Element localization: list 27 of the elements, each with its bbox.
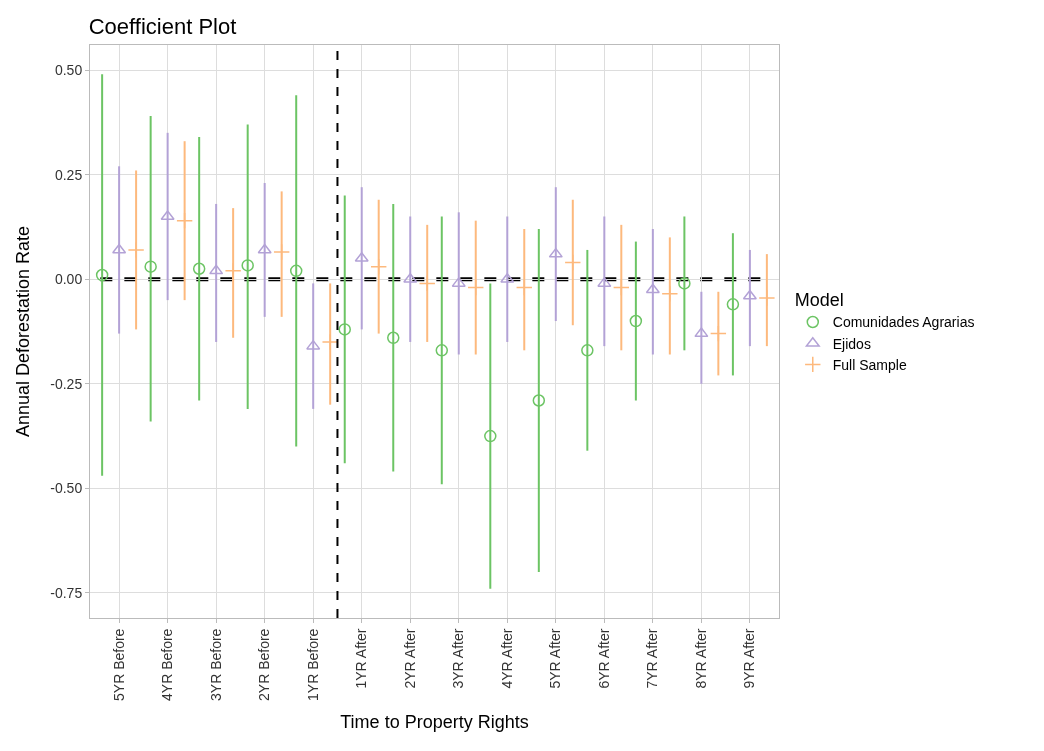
legend-label: Full Sample [832,356,907,373]
x-axis-title: Time to Property Rights [340,712,529,733]
x-tick-label: 1YR After [353,628,370,689]
y-axis-title: Annual Deforestation Rate [13,225,34,438]
legend-title: Model [794,290,844,311]
x-tick-label: 3YR Before [207,628,224,701]
x-tick-label: 2YR After [401,628,418,689]
x-tick-label: 8YR After [692,628,709,689]
x-tick-label: 3YR After [450,628,467,689]
x-tick-label: 1YR Before [304,628,321,701]
x-tick-label: 4YR Before [159,628,176,701]
x-tick-label: 9YR After [741,628,758,689]
y-tick-label: -0.50 [50,480,83,497]
x-tick-label: 2YR Before [256,628,273,701]
y-tick-label: -0.25 [50,375,83,392]
y-tick-label: 0.00 [54,271,83,288]
y-tick-label: -0.75 [50,584,83,601]
x-tick-label: 5YR Before [110,628,127,701]
x-tick-label: 7YR After [644,628,661,689]
y-tick-label: 0.25 [54,166,83,183]
x-tick-label: 4YR After [498,628,515,689]
legend-label: Comunidades Agrarias [832,314,975,331]
legend-label: Ejidos [832,335,871,352]
y-tick-label: 0.50 [54,61,83,78]
x-tick-label: 6YR After [595,628,612,689]
x-tick-label: 5YR After [547,628,564,689]
chart-title: Coefficient Plot [88,14,237,40]
